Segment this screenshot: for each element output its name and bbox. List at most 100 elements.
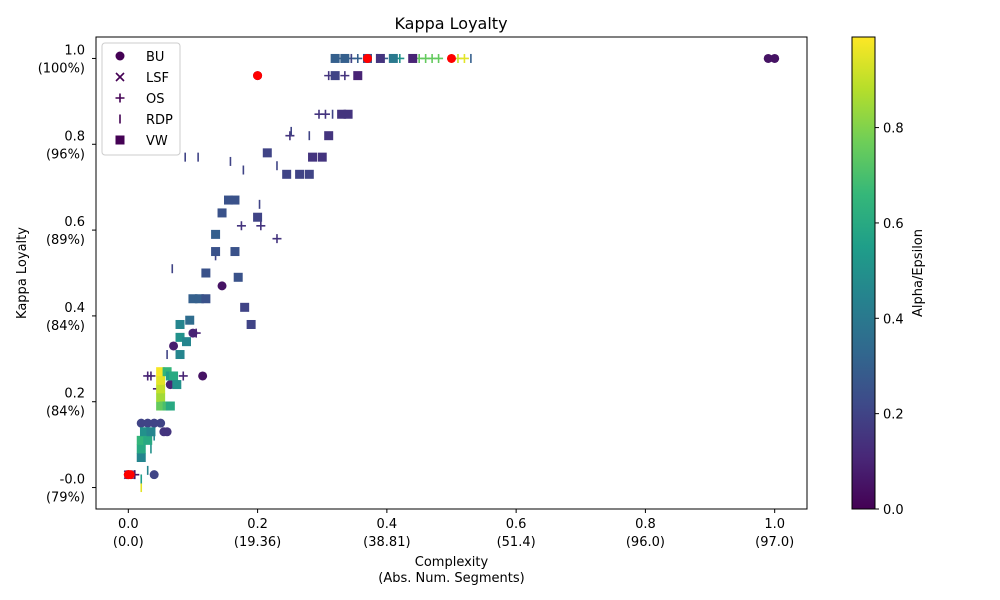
- x-tick-sublabel: (38.81): [363, 535, 410, 550]
- data-point: [217, 208, 227, 218]
- series-bu: [123, 53, 780, 480]
- plot-frame: [95, 36, 808, 510]
- data-point: [178, 371, 188, 381]
- data-point: [149, 418, 159, 428]
- series-os: [130, 53, 469, 480]
- highlight-point: [447, 53, 456, 63]
- highlight-point: [362, 53, 372, 63]
- y-tick-sublabel: (96%): [46, 147, 85, 162]
- y-tick-label: 0.8: [64, 129, 85, 144]
- data-point: [149, 470, 159, 480]
- x-tick-sublabel: (96.0): [626, 535, 665, 550]
- data-point: [136, 444, 146, 454]
- data-point: [459, 53, 469, 63]
- y-tick-sublabel: (89%): [46, 233, 85, 248]
- colorbar-tick-label: 0.6: [883, 217, 904, 232]
- data-point: [375, 53, 385, 63]
- data-point: [136, 418, 146, 428]
- data-point: [156, 392, 166, 402]
- data-point: [240, 302, 250, 312]
- data-point: [434, 53, 444, 63]
- colorbar-tick-label: 0.0: [883, 503, 904, 518]
- x-axis-label: (Abs. Num. Segments): [378, 571, 525, 586]
- data-point: [330, 53, 340, 63]
- data-point: [317, 152, 327, 162]
- data-point: [353, 71, 363, 81]
- highlight-points: [123, 53, 456, 480]
- data-point: [337, 109, 347, 119]
- x-tick-label: 1.0: [764, 517, 785, 532]
- legend-marker-bu: [115, 51, 125, 61]
- data-point: [143, 418, 153, 428]
- highlight-point: [125, 470, 135, 480]
- data-point: [388, 53, 398, 63]
- data-point: [175, 350, 185, 360]
- data-point: [162, 427, 172, 437]
- x-axis-label: Complexity: [415, 555, 489, 570]
- x-tick-sublabel: (51.4): [497, 535, 536, 550]
- colorbar-label: Alpha/Epsilon: [911, 229, 926, 317]
- data-point: [169, 341, 179, 351]
- data-point: [285, 131, 295, 141]
- data-point: [230, 247, 240, 257]
- data-point: [211, 247, 221, 257]
- legend-marker-lsf: [115, 72, 125, 82]
- data-point: [408, 53, 418, 63]
- y-tick-label: 0.4: [64, 301, 85, 316]
- series-rdp: [140, 53, 472, 493]
- data-point: [175, 332, 185, 342]
- y-tick-sublabel: (100%): [38, 61, 85, 76]
- data-point: [230, 195, 240, 205]
- data-point: [763, 53, 773, 63]
- data-point: [304, 169, 314, 179]
- data-point: [136, 435, 146, 445]
- data-point: [143, 435, 153, 445]
- data-point: [191, 328, 201, 338]
- y-tick-sublabel: (79%): [46, 491, 85, 506]
- legend-marker-os: [115, 93, 125, 103]
- x-tick-label: 0.2: [247, 517, 268, 532]
- data-point: [340, 53, 350, 63]
- data-point: [324, 131, 334, 141]
- data-point: [211, 229, 221, 239]
- data-point: [256, 221, 266, 231]
- data-point: [188, 294, 198, 304]
- legend-label-bu: BU: [146, 50, 164, 65]
- data-point: [172, 380, 182, 390]
- axes: 0.0 (0.0) 0.2 (19.36) 0.4 (38.81) 0.6 (51.4) 0.8…: [15, 36, 808, 586]
- data-point: [146, 427, 156, 437]
- data-point: [262, 148, 272, 158]
- data-point: [282, 169, 292, 179]
- data-point: [253, 212, 263, 222]
- data-point: [320, 109, 330, 119]
- chart-title: Kappa Loyalty: [394, 14, 507, 33]
- data-point: [295, 169, 305, 179]
- x-tick-sublabel: (19.36): [234, 535, 281, 550]
- x-tick-label: 0.8: [635, 517, 656, 532]
- legend-marker-vw: [115, 135, 125, 145]
- data-points: [123, 53, 780, 493]
- colorbar-tick-label: 0.2: [883, 408, 904, 423]
- y-tick-label: 0.6: [64, 215, 85, 230]
- x-tick-label: 0.0: [118, 517, 139, 532]
- y-tick-label: -0.0: [60, 473, 85, 488]
- data-point: [185, 315, 195, 325]
- data-point: [156, 384, 166, 394]
- x-tick-sublabel: (0.0): [113, 535, 144, 550]
- highlight-point: [253, 71, 263, 81]
- data-point: [217, 281, 227, 291]
- data-point: [156, 375, 166, 385]
- data-point: [340, 71, 350, 81]
- data-point: [156, 418, 166, 428]
- colorbar: 0.0 0.2 0.4 0.6 0.8 Alpha/Epsilon: [851, 36, 926, 518]
- x-tick-label: 0.4: [377, 517, 398, 532]
- x-tick-label: 0.6: [506, 517, 527, 532]
- y-tick-sublabel: (84%): [46, 405, 85, 420]
- data-point: [146, 371, 156, 381]
- colorbar-tick-label: 0.8: [883, 122, 904, 137]
- data-point: [165, 401, 175, 411]
- data-point: [330, 71, 340, 81]
- data-point: [236, 221, 246, 231]
- data-point: [224, 195, 234, 205]
